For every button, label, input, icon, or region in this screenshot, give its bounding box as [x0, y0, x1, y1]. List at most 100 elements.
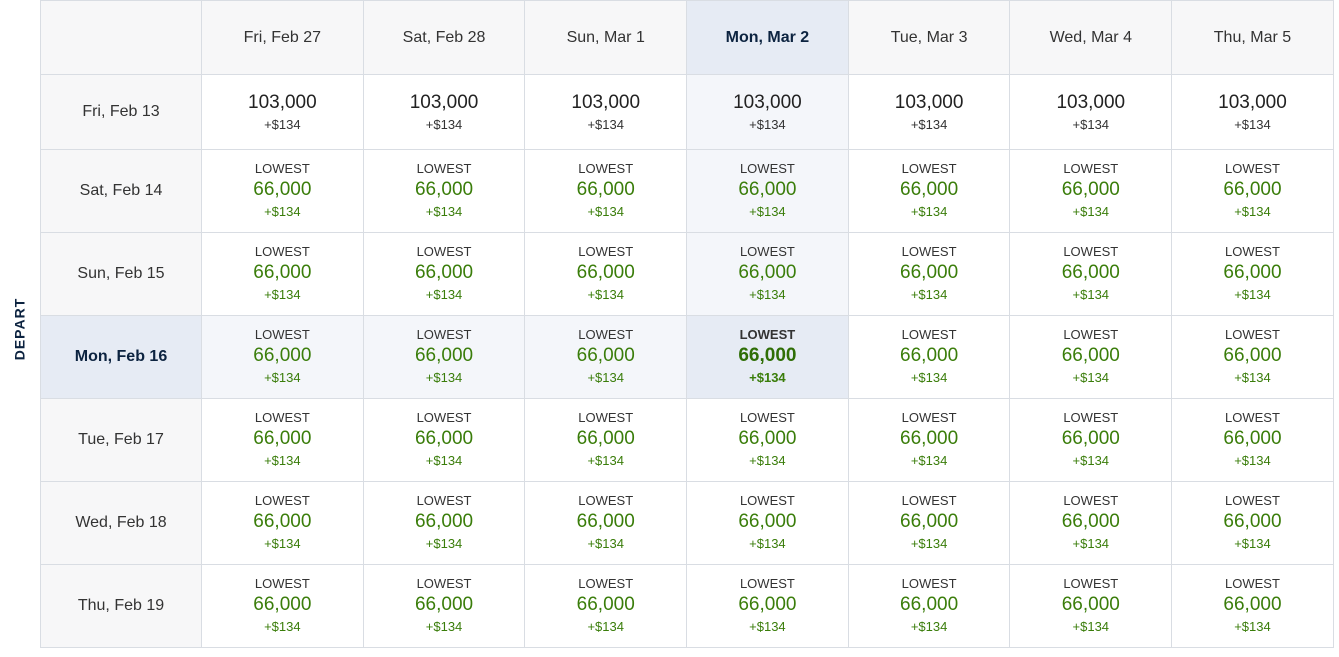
fare-cell[interactable]: 103,000 +$134 [362, 74, 526, 150]
fare-points: 66,000 [1223, 594, 1282, 615]
fare-taxes: +$134 [1072, 453, 1110, 468]
lowest-fare-badge: LOWEST [578, 244, 634, 259]
fare-taxes: +$134 [1072, 536, 1110, 551]
fare-cell[interactable]: LOWEST 66,000 +$134 [201, 398, 364, 482]
fare-cell[interactable]: LOWEST 66,000 +$134 [847, 398, 1011, 482]
depart-axis-label: DEPART [0, 0, 38, 657]
fare-points: 66,000 [576, 262, 635, 283]
depart-date-header[interactable]: Sat, Feb 14 [40, 149, 202, 233]
fare-points: 66,000 [576, 345, 635, 366]
fare-points: 66,000 [1223, 179, 1282, 200]
fare-cell[interactable]: LOWEST 66,000 +$134 [1009, 398, 1173, 482]
fare-cell[interactable]: 103,000 +$134 [847, 74, 1011, 150]
fare-cell[interactable]: LOWEST 66,000 +$134 [201, 149, 364, 233]
fare-cell[interactable]: LOWEST 66,000 +$134 [847, 149, 1011, 233]
fare-cell[interactable]: LOWEST 66,000 +$134 [524, 398, 688, 482]
depart-date-header[interactable]: Thu, Feb 19 [40, 564, 202, 648]
fare-cell[interactable]: LOWEST 66,000 +$134 [1009, 481, 1173, 565]
return-date-header[interactable]: Wed, Mar 4 [1009, 0, 1173, 75]
fare-points: 66,000 [253, 594, 312, 615]
fare-cell[interactable]: LOWEST 66,000 +$134 [362, 481, 526, 565]
fare-cell[interactable]: LOWEST 66,000 +$134 [1009, 315, 1173, 399]
fare-cell[interactable]: LOWEST 66,000 +$134 [201, 481, 364, 565]
fare-points: 66,000 [1061, 345, 1120, 366]
fare-cell[interactable]: LOWEST 66,000 +$134 [1009, 564, 1173, 648]
fare-cell[interactable]: LOWEST 66,000 +$134 [524, 149, 688, 233]
fare-taxes: +$134 [1234, 117, 1271, 132]
fare-points: 66,000 [900, 511, 959, 532]
lowest-fare-badge: LOWEST [739, 161, 795, 176]
fare-cell[interactable]: 103,000 +$134 [1171, 74, 1334, 150]
fare-cell[interactable]: 103,000 +$134 [201, 74, 364, 150]
lowest-fare-badge: LOWEST [416, 161, 472, 176]
fare-taxes: +$134 [749, 370, 786, 385]
lowest-fare-badge: LOWEST [1063, 244, 1119, 259]
fare-cell[interactable]: LOWEST 66,000 +$134 [847, 315, 1011, 399]
fare-cell[interactable]: LOWEST 66,000 +$134 [1171, 232, 1334, 316]
fare-taxes: +$134 [425, 619, 463, 634]
fare-cell[interactable]: LOWEST 66,000 +$134 [362, 398, 526, 482]
fare-cell[interactable]: LOWEST 66,000 +$134 [362, 149, 526, 233]
fare-taxes: +$134 [749, 619, 786, 634]
fare-cell[interactable]: LOWEST 66,000 +$134 [1171, 149, 1334, 233]
lowest-fare-badge: LOWEST [254, 576, 310, 591]
fare-cell[interactable]: LOWEST 66,000 +$134 [1009, 232, 1173, 316]
fare-taxes: +$134 [1072, 204, 1110, 219]
fare-points: 66,000 [253, 345, 312, 366]
fare-cell[interactable]: LOWEST 66,000 +$134 [686, 398, 849, 482]
fare-points: 66,000 [1061, 594, 1120, 615]
return-date-header[interactable]: Thu, Mar 5 [1171, 0, 1334, 75]
fare-cell[interactable]: LOWEST 66,000 +$134 [1171, 481, 1334, 565]
fare-cell[interactable]: LOWEST 66,000 +$134 [524, 232, 688, 316]
fare-cell[interactable]: LOWEST 66,000 +$134 [686, 481, 849, 565]
fare-cell[interactable]: LOWEST 66,000 +$134 [686, 315, 849, 399]
fare-taxes: +$134 [749, 536, 786, 551]
return-date-header[interactable]: Sun, Mar 1 [524, 0, 688, 75]
fare-taxes: +$134 [1234, 453, 1271, 468]
fare-points: 66,000 [414, 262, 474, 283]
fare-cell[interactable]: LOWEST 66,000 +$134 [847, 232, 1011, 316]
fare-taxes: +$134 [264, 204, 301, 219]
fare-row: Fri, Feb 13 103,000 +$134 103,000 +$134 103,0… [40, 74, 1334, 150]
fare-cell[interactable]: 103,000 +$134 [1009, 74, 1173, 150]
return-date-header[interactable]: Tue, Mar 3 [847, 0, 1011, 75]
depart-date-header[interactable]: Mon, Feb 16 [40, 315, 202, 399]
depart-date-header[interactable]: Tue, Feb 17 [40, 398, 202, 482]
lowest-fare-badge: LOWEST [739, 327, 796, 342]
return-date-header[interactable]: Fri, Feb 27 [201, 0, 364, 75]
depart-date-header[interactable]: Sun, Feb 15 [40, 232, 202, 316]
fare-cell[interactable]: LOWEST 66,000 +$134 [1171, 315, 1334, 399]
fare-cell[interactable]: LOWEST 66,000 +$134 [1171, 564, 1334, 648]
fare-cell[interactable]: LOWEST 66,000 +$134 [201, 564, 364, 648]
return-date-header[interactable]: Mon, Mar 2 [686, 0, 849, 75]
lowest-fare-badge: LOWEST [1063, 576, 1119, 591]
lowest-fare-badge: LOWEST [1225, 410, 1280, 425]
fare-taxes: +$134 [749, 287, 786, 302]
lowest-fare-badge: LOWEST [254, 493, 310, 508]
fare-cell[interactable]: LOWEST 66,000 +$134 [686, 232, 849, 316]
depart-date-header[interactable]: Wed, Feb 18 [40, 481, 202, 565]
depart-date-header[interactable]: Fri, Feb 13 [40, 74, 202, 150]
fare-taxes: +$134 [1072, 287, 1110, 302]
fare-cell[interactable]: 103,000 +$134 [686, 74, 849, 150]
lowest-fare-badge: LOWEST [1225, 244, 1280, 259]
fare-cell[interactable]: LOWEST 66,000 +$134 [362, 315, 526, 399]
fare-cell[interactable]: 103,000 +$134 [524, 74, 688, 150]
fare-cell[interactable]: LOWEST 66,000 +$134 [201, 315, 364, 399]
fare-cell[interactable]: LOWEST 66,000 +$134 [362, 564, 526, 648]
fare-cell[interactable]: LOWEST 66,000 +$134 [201, 232, 364, 316]
fare-cell[interactable]: LOWEST 66,000 +$134 [524, 564, 688, 648]
fare-points: 66,000 [900, 428, 959, 449]
fare-taxes: +$134 [1234, 619, 1271, 634]
fare-cell[interactable]: LOWEST 66,000 +$134 [524, 481, 688, 565]
fare-cell[interactable]: LOWEST 66,000 +$134 [686, 564, 849, 648]
fare-cell[interactable]: LOWEST 66,000 +$134 [362, 232, 526, 316]
fare-cell[interactable]: LOWEST 66,000 +$134 [1009, 149, 1173, 233]
fare-cell[interactable]: LOWEST 66,000 +$134 [1171, 398, 1334, 482]
fare-cell[interactable]: LOWEST 66,000 +$134 [524, 315, 688, 399]
fare-points: 66,000 [576, 428, 635, 449]
return-date-header[interactable]: Sat, Feb 28 [362, 0, 526, 75]
fare-cell[interactable]: LOWEST 66,000 +$134 [686, 149, 849, 233]
fare-cell[interactable]: LOWEST 66,000 +$134 [847, 481, 1011, 565]
fare-cell[interactable]: LOWEST 66,000 +$134 [847, 564, 1011, 648]
